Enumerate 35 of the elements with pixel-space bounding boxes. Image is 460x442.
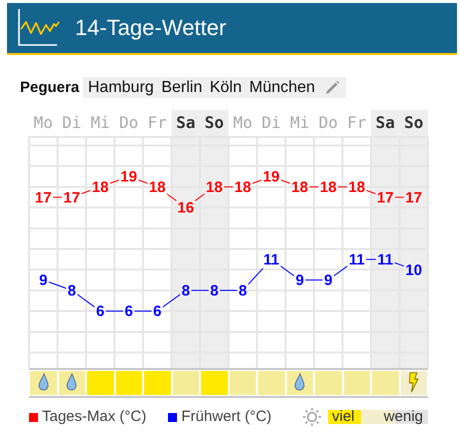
data-label: 8 — [182, 282, 190, 300]
chart-title: 14-Tage-Wetter — [75, 15, 226, 41]
x-tick-label: Mo — [34, 112, 53, 132]
text: viel — [332, 408, 355, 426]
x-tick-label: Sa — [176, 112, 196, 132]
data-label: 10 — [405, 262, 422, 279]
data-label: 11 — [377, 251, 394, 268]
x-tick-label: Fr — [148, 112, 168, 132]
tab-bar: Hamburg Berlin Köln München — [83, 77, 346, 98]
x-tick-label: Di — [62, 112, 82, 132]
x-tick-label: So — [204, 112, 224, 132]
x-tick-label: Sa — [376, 112, 395, 132]
x-tick-label: Do — [119, 112, 138, 132]
legend-label: Frühwert (°C) — [181, 408, 272, 426]
x-tick-label: Di — [262, 112, 281, 132]
x-tick-label: Mi — [290, 112, 310, 132]
data-label: 6 — [96, 303, 104, 320]
data-label: 11 — [348, 251, 365, 268]
data-label: 8 — [68, 282, 76, 300]
x-tick-label: Fr — [347, 112, 367, 132]
text: wenig — [384, 408, 423, 426]
data-label: 8 — [238, 282, 247, 300]
legend-label: Tages-Max (°C) — [42, 408, 146, 426]
x-tick-label: Mo — [233, 112, 252, 132]
data-label: 6 — [124, 303, 133, 320]
x-tick-label: So — [404, 112, 424, 132]
data-label: 9 — [39, 272, 48, 290]
data-label: 8 — [210, 282, 218, 300]
x-tick-label: Mi — [90, 112, 110, 132]
data-label: 9 — [324, 272, 332, 290]
data-label: 6 — [153, 303, 162, 320]
x-tick-label: Do — [318, 112, 338, 132]
data-label: 11 — [263, 251, 280, 268]
chart-subtitle: Peguera — [20, 78, 80, 98]
data-label: 9 — [296, 272, 304, 290]
